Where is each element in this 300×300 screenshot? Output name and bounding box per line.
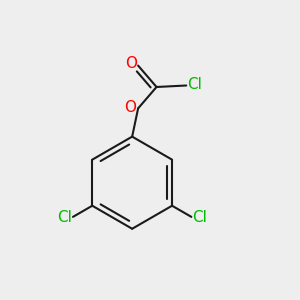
- Text: Cl: Cl: [187, 77, 202, 92]
- Text: Cl: Cl: [58, 210, 72, 225]
- Text: Cl: Cl: [192, 210, 207, 225]
- Text: O: O: [124, 100, 136, 115]
- Text: O: O: [126, 56, 138, 71]
